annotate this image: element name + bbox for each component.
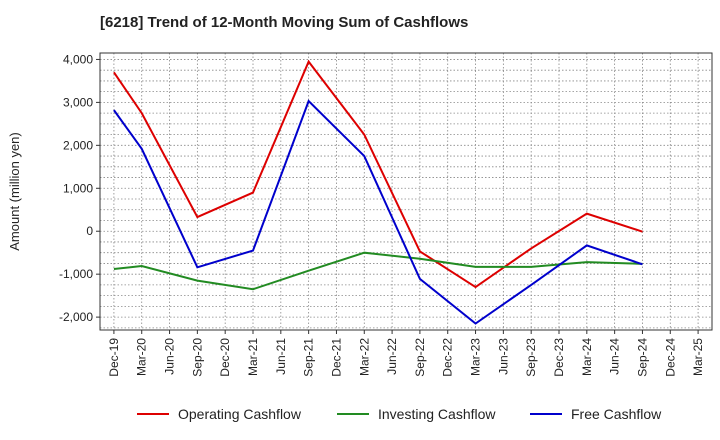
x-tick-label: Sep-24 [635, 338, 649, 377]
legend-label-free-cashflow: Free Cashflow [571, 406, 662, 422]
chart-title: [6218] Trend of 12-Month Moving Sum of C… [100, 14, 469, 31]
grid-layer [100, 53, 712, 330]
y-tick-labels: -2,000 -1,000 0 1,000 2,000 3,000 4,000 [59, 52, 100, 324]
x-tick-label: Dec-19 [107, 338, 121, 377]
y-tick-label: 3,000 [63, 95, 93, 109]
plot-frame [99, 52, 713, 331]
y-tick-label: 2,000 [63, 138, 93, 152]
x-tick-label: Jun-21 [274, 338, 288, 375]
x-tick-label: Jun-23 [496, 338, 510, 375]
x-tick-label: Sep-23 [524, 338, 538, 377]
x-tick-label: Mar-21 [246, 338, 260, 376]
x-tick-label: Mar-20 [135, 338, 149, 376]
y-tick-label: 0 [86, 224, 93, 238]
x-tick-label: Mar-24 [580, 338, 594, 376]
x-tick-label: Dec-24 [663, 338, 677, 377]
x-tick-label: Dec-20 [218, 338, 232, 377]
x-tick-label: Mar-25 [691, 338, 705, 376]
legend-label-investing-cashflow: Investing Cashflow [378, 406, 496, 422]
x-tick-label: Jun-24 [608, 338, 622, 375]
y-tick-label: 1,000 [63, 181, 93, 195]
x-tick-label: Jun-20 [163, 338, 177, 375]
x-tick-label: Sep-20 [190, 338, 204, 377]
x-tick-label: Jun-22 [385, 338, 399, 375]
x-tick-label: Dec-21 [329, 338, 343, 377]
y-tick-label: 4,000 [63, 52, 93, 66]
x-tick-label: Dec-23 [552, 338, 566, 377]
y-tick-label: -2,000 [59, 310, 93, 324]
legend: Operating Cashflow Investing Cashflow Free… [137, 406, 662, 422]
x-tick-label: Sep-21 [302, 338, 316, 377]
free-cashflow-line [113, 99, 643, 325]
x-tick-label: Dec-22 [441, 338, 455, 377]
series-layer [113, 59, 643, 325]
y-tick-label: -1,000 [59, 267, 93, 281]
legend-label-operating-cashflow: Operating Cashflow [178, 406, 302, 422]
x-tick-label: Mar-22 [357, 338, 371, 376]
y-axis-label: Amount (million yen) [7, 132, 22, 251]
x-tick-label: Mar-23 [469, 338, 483, 376]
operating-cashflow-line [113, 59, 643, 289]
investing-cashflow-line [113, 251, 643, 291]
x-tick-labels: Dec-19 Mar-20 Jun-20 Sep-20 Dec-20 Mar-21 Jun-… [107, 330, 705, 377]
x-tick-label: Sep-22 [413, 338, 427, 377]
